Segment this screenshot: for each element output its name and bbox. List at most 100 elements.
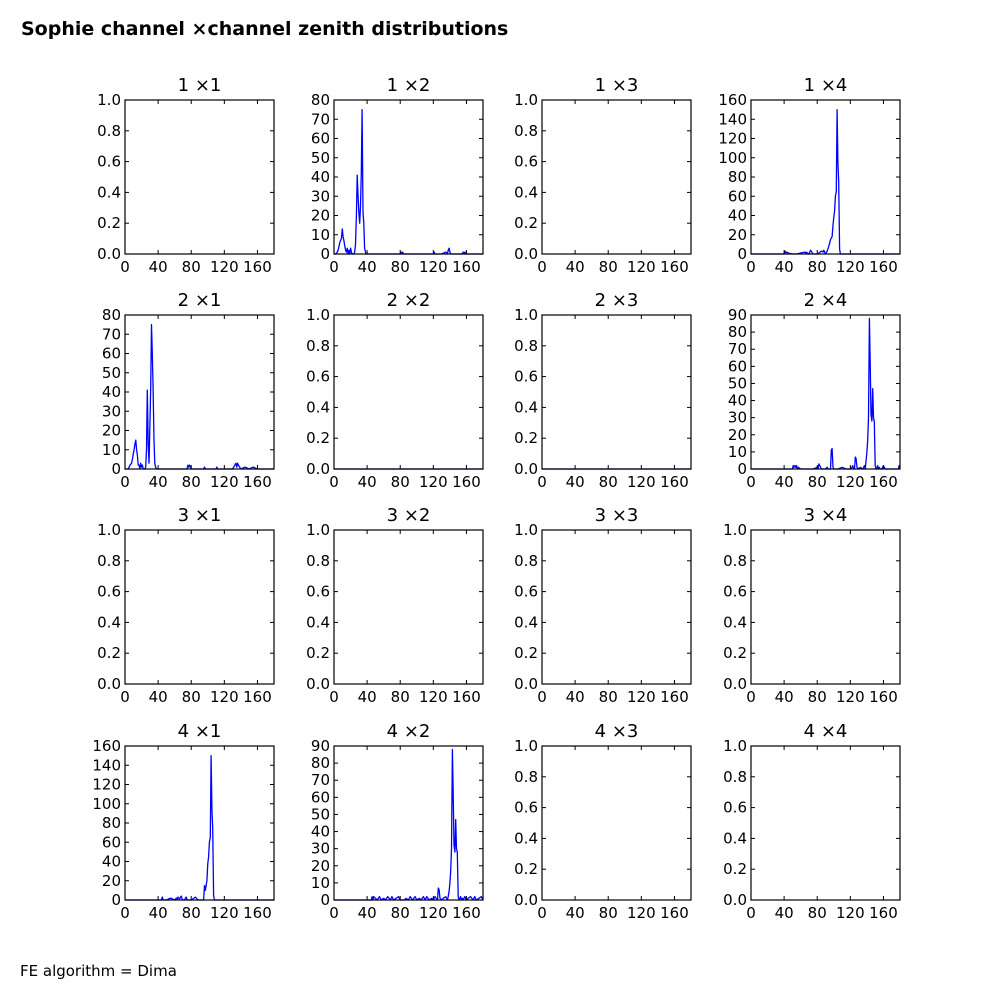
y-tick-label: 40	[102, 853, 121, 871]
y-tick-label: 1.0	[306, 521, 330, 539]
subplot-title: 3 ×1	[178, 505, 222, 526]
axes-frame	[333, 529, 484, 685]
y-tick-label: 160	[718, 91, 747, 109]
series-line-1	[334, 748, 484, 901]
x-tick-label: 0	[746, 473, 756, 491]
y-tick-label: 0.0	[306, 460, 330, 478]
x-tick-label: 0	[120, 904, 130, 922]
x-tick-label: 160	[243, 904, 272, 922]
subplot-11: 3 ×3 0 40 80 120 160 0.0 0.2 0.4 0.6 0.8 1.0	[514, 505, 692, 706]
subplot-title: 1 ×1	[178, 75, 222, 96]
y-tick-label: 0.2	[723, 860, 747, 878]
subplot-10: 3 ×2 0 40 80 120 160 0.0 0.2 0.4 0.6 0.8 1.0	[306, 505, 484, 706]
y-tick-label: 100	[92, 795, 121, 813]
x-tick-label: 160	[452, 258, 481, 276]
y-tick-label: 0	[737, 460, 747, 478]
x-tick-label: 120	[419, 688, 448, 706]
subplot-title: 2 ×3	[595, 290, 639, 311]
x-tick-label: 120	[210, 904, 239, 922]
x-tick-label: 160	[869, 688, 898, 706]
y-tick-label: 0.4	[306, 613, 330, 631]
subplot-title: 4 ×4	[804, 721, 848, 742]
subplot-16: 4 ×4 0 40 80 120 160 0.0 0.2 0.4 0.6 0.8 1.0	[723, 721, 901, 922]
x-tick-label: 80	[808, 904, 827, 922]
y-tick-label: 100	[718, 149, 747, 167]
x-tick-label: 80	[808, 688, 827, 706]
y-tick-label: 40	[102, 383, 121, 401]
y-tick-label: 1.0	[97, 521, 121, 539]
y-tick-label: 90	[311, 737, 330, 755]
x-tick-label: 80	[182, 473, 201, 491]
x-tick-label: 40	[775, 904, 794, 922]
x-tick-label: 120	[836, 904, 865, 922]
series-line-1	[751, 108, 900, 255]
subplot-title: 2 ×4	[804, 290, 848, 311]
x-tick-label: 40	[358, 258, 377, 276]
x-tick-label: 120	[836, 688, 865, 706]
axes-frame	[333, 314, 484, 470]
x-tick-label: 160	[243, 473, 272, 491]
x-tick-label: 120	[627, 473, 656, 491]
x-tick-label: 80	[391, 258, 410, 276]
y-tick-label: 0.2	[514, 214, 538, 232]
subplot-12: 3 ×4 0 40 80 120 160 0.0 0.2 0.4 0.6 0.8 1.0	[723, 505, 901, 706]
y-tick-label: 40	[728, 207, 747, 225]
subplot-9: 3 ×1 0 40 80 120 160 0.0 0.2 0.4 0.6 0.8 1.0	[97, 505, 275, 706]
y-tick-label: 0.0	[97, 675, 121, 693]
y-tick-label: 70	[311, 110, 330, 128]
y-tick-label: 0.4	[97, 613, 121, 631]
y-tick-label: 0.8	[514, 337, 538, 355]
x-tick-label: 40	[358, 688, 377, 706]
y-tick-label: 0.4	[514, 613, 538, 631]
x-tick-label: 120	[419, 258, 448, 276]
y-tick-label: 40	[728, 392, 747, 410]
y-tick-label: 0.4	[723, 613, 747, 631]
x-tick-label: 80	[599, 688, 618, 706]
y-tick-label: 60	[102, 345, 121, 363]
y-tick-label: 60	[102, 833, 121, 851]
y-tick-label: 0.2	[306, 429, 330, 447]
x-tick-label: 0	[120, 258, 130, 276]
y-tick-label: 1.0	[514, 306, 538, 324]
x-tick-label: 80	[182, 258, 201, 276]
x-tick-label: 40	[566, 473, 585, 491]
y-tick-label: 50	[311, 149, 330, 167]
y-tick-label: 50	[102, 364, 121, 382]
footer-note: FE algorithm = Dima	[20, 962, 177, 980]
subplot-15: 4 ×3 0 40 80 120 160 0.0 0.2 0.4 0.6 0.8 1.0	[514, 721, 692, 922]
y-tick-label: 0.2	[306, 644, 330, 662]
y-tick-label: 0.4	[97, 183, 121, 201]
y-tick-label: 120	[92, 776, 121, 794]
x-tick-label: 0	[120, 473, 130, 491]
series-line-1	[751, 317, 901, 470]
subplot-title: 1 ×2	[387, 75, 431, 96]
y-tick-label: 1.0	[514, 521, 538, 539]
x-tick-label: 40	[566, 258, 585, 276]
subplot-title: 3 ×3	[595, 505, 639, 526]
x-tick-label: 160	[660, 688, 689, 706]
y-tick-label: 0.0	[723, 891, 747, 909]
figure-title: Sophie channel ×channel zenith distribut…	[21, 18, 509, 40]
y-tick-label: 0.8	[97, 122, 121, 140]
y-tick-label: 0.0	[723, 675, 747, 693]
x-tick-label: 160	[452, 688, 481, 706]
x-tick-label: 160	[869, 904, 898, 922]
x-tick-label: 0	[537, 904, 547, 922]
y-tick-label: 0.6	[514, 799, 538, 817]
y-tick-label: 60	[728, 187, 747, 205]
x-tick-label: 120	[836, 473, 865, 491]
y-tick-label: 0.2	[97, 214, 121, 232]
x-tick-label: 120	[210, 258, 239, 276]
y-tick-label: 0.6	[723, 799, 747, 817]
y-tick-label: 1.0	[723, 521, 747, 539]
axes-frame	[124, 745, 275, 901]
y-tick-label: 0.2	[514, 860, 538, 878]
x-tick-label: 0	[746, 688, 756, 706]
y-tick-label: 0.6	[514, 368, 538, 386]
x-tick-label: 0	[537, 473, 547, 491]
x-tick-label: 160	[660, 904, 689, 922]
x-tick-label: 0	[329, 688, 339, 706]
x-tick-label: 0	[746, 258, 756, 276]
y-tick-label: 0.0	[514, 245, 538, 263]
